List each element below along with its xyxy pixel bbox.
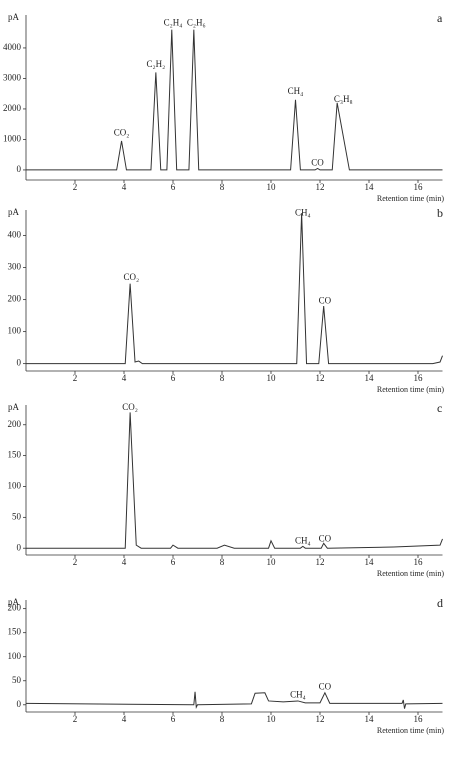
x-tick-label: 6 xyxy=(171,373,176,383)
x-tick-label: 2 xyxy=(73,557,78,567)
x-tick-label: 2 xyxy=(73,182,78,192)
y-tick-label: 0 xyxy=(17,699,22,709)
x-tick-label: 12 xyxy=(316,182,325,192)
y-tick-label: 150 xyxy=(8,450,22,460)
x-tick-label: 16 xyxy=(414,714,424,724)
y-tick-label: 100 xyxy=(8,651,22,661)
y-tick-label: 100 xyxy=(8,481,22,491)
x-tick-label: 4 xyxy=(122,557,127,567)
x-tick-label: 8 xyxy=(220,373,225,383)
peak-label: CO xyxy=(319,534,332,544)
chromatogram-line xyxy=(26,29,443,171)
x-tick-label: 14 xyxy=(365,182,375,192)
y-tick-label: 400 xyxy=(8,230,22,240)
x-axis-label: Retention time (min) xyxy=(377,385,444,394)
x-tick-label: 8 xyxy=(220,714,225,724)
peak-label: CO₂ xyxy=(124,272,140,282)
x-tick-label: 14 xyxy=(365,557,375,567)
peak-label: C₂H₆ xyxy=(187,18,206,28)
chromatogram-line xyxy=(26,213,443,365)
x-axis-label: Retention time (min) xyxy=(377,569,444,578)
x-tick-label: 10 xyxy=(267,182,277,192)
x-tick-label: 12 xyxy=(316,714,325,724)
x-tick-label: 16 xyxy=(414,182,424,192)
x-tick-label: 4 xyxy=(122,373,127,383)
peak-label: CO xyxy=(311,157,324,167)
peak-label: C₃H₈ xyxy=(334,94,353,104)
y-tick-label: 0 xyxy=(17,542,22,552)
x-tick-label: 6 xyxy=(171,557,176,567)
x-tick-label: 6 xyxy=(171,714,176,724)
y-unit: pA xyxy=(8,12,20,22)
peak-label: CO xyxy=(319,295,332,305)
y-tick-label: 200 xyxy=(8,294,22,304)
x-tick-label: 16 xyxy=(414,557,424,567)
y-tick-label: 100 xyxy=(8,326,22,336)
x-tick-label: 8 xyxy=(220,182,225,192)
x-tick-label: 12 xyxy=(316,373,325,383)
panel-label: b xyxy=(437,206,443,220)
panel-label: d xyxy=(437,596,443,610)
x-tick-label: 12 xyxy=(316,557,325,567)
x-tick-label: 14 xyxy=(365,373,375,383)
peak-label: CH₄ xyxy=(290,690,306,700)
y-tick-label: 4000 xyxy=(3,42,22,52)
y-tick-label: 2000 xyxy=(3,103,22,113)
x-tick-label: 8 xyxy=(220,557,225,567)
peak-label: CH₄ xyxy=(295,535,311,545)
x-tick-label: 2 xyxy=(73,373,78,383)
y-tick-label: 0 xyxy=(17,358,22,368)
x-tick-label: 16 xyxy=(414,373,424,383)
peak-label: CO xyxy=(319,682,332,692)
peak-label: C₂H₂ xyxy=(146,59,165,69)
x-tick-label: 2 xyxy=(73,714,78,724)
chromatogram-line xyxy=(26,412,443,549)
panel-label: c xyxy=(437,401,442,415)
y-tick-label: 200 xyxy=(8,419,22,429)
x-tick-label: 4 xyxy=(122,714,127,724)
x-tick-label: 4 xyxy=(122,182,127,192)
y-unit: pA xyxy=(8,402,20,412)
x-tick-label: 14 xyxy=(365,714,375,724)
peak-label: C₂H₄ xyxy=(164,18,183,28)
y-tick-label: 1000 xyxy=(3,133,22,143)
chromatogram-line xyxy=(25,691,443,709)
peak-label: CO₂ xyxy=(114,127,130,137)
y-tick-label: 0 xyxy=(17,164,22,174)
peak-label: CH₄ xyxy=(295,207,311,217)
x-axis-label: Retention time (min) xyxy=(377,194,444,203)
y-unit: pA xyxy=(8,207,20,217)
panel-label: a xyxy=(437,11,443,25)
x-tick-label: 6 xyxy=(171,182,176,192)
y-tick-label: 150 xyxy=(8,627,22,637)
y-tick-label: 3000 xyxy=(3,73,22,83)
x-tick-label: 10 xyxy=(267,714,277,724)
y-tick-label: 200 xyxy=(8,603,22,613)
peak-label: CO₂ xyxy=(122,402,138,412)
peak-label: CH₄ xyxy=(288,86,304,96)
x-tick-label: 10 xyxy=(267,373,277,383)
y-tick-label: 50 xyxy=(12,675,22,685)
x-axis-label: Retention time (min) xyxy=(377,726,444,735)
y-tick-label: 300 xyxy=(8,262,22,272)
y-unit: pA xyxy=(8,597,20,607)
x-tick-label: 10 xyxy=(267,557,277,567)
y-tick-label: 50 xyxy=(12,511,22,521)
